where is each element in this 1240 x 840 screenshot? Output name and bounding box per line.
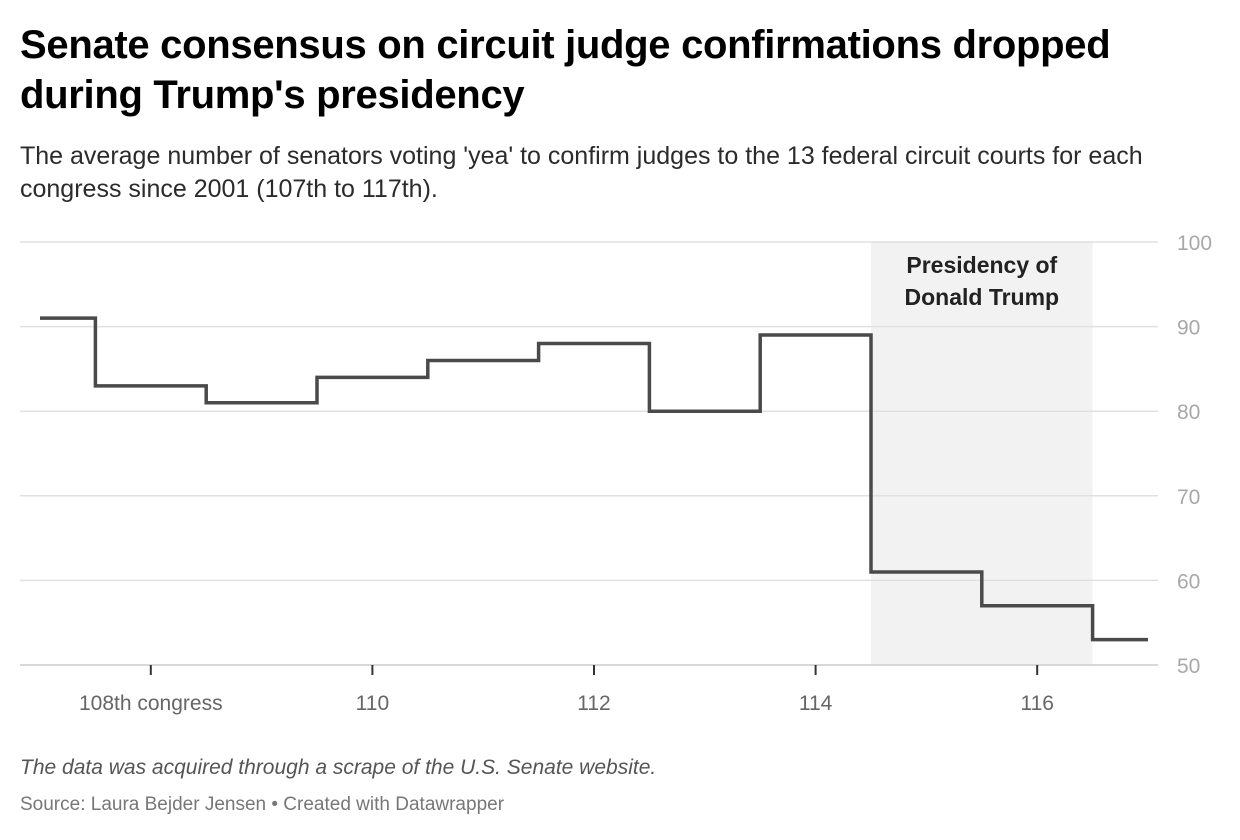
series-line (40, 316, 1148, 642)
y-tick-label: 60 (1177, 570, 1200, 593)
data-point (260, 401, 264, 405)
x-tick-label: 108th congress (79, 692, 223, 715)
data-point (481, 358, 485, 362)
data-note: The data was acquired through a scrape o… (20, 756, 657, 779)
data-point (38, 316, 42, 320)
data-point (924, 570, 928, 574)
y-tick-label: 90 (1177, 317, 1200, 340)
x-tick-label: 114 (799, 692, 833, 715)
y-tick-label: 100 (1177, 232, 1212, 255)
x-tick-label: 112 (577, 692, 610, 715)
y-tick-label: 70 (1177, 486, 1200, 509)
chart-subtitle: The average number of senators voting 'y… (20, 142, 1143, 203)
data-point (370, 375, 374, 379)
data-point (592, 342, 596, 346)
y-tick-label: 50 (1177, 655, 1200, 678)
data-point (814, 333, 818, 337)
x-tick-label: 116 (1020, 692, 1053, 715)
data-point (149, 384, 153, 388)
chart-title: Senate consensus on circuit judge confir… (20, 23, 1111, 117)
data-point (1035, 604, 1039, 608)
source-credit: Source: Laura Bejder Jensen • Created wi… (20, 794, 505, 815)
data-point (703, 409, 707, 413)
data-point (1146, 638, 1150, 642)
y-tick-label: 80 (1177, 401, 1200, 424)
line-chart: 50 60 70 80 90 100 108th congress 110 112 114 116 P… (20, 232, 1212, 715)
annotation-label: Presidency of (906, 252, 1057, 278)
annotation-label: Donald Trump (904, 284, 1059, 310)
x-tick-label: 110 (356, 692, 389, 715)
